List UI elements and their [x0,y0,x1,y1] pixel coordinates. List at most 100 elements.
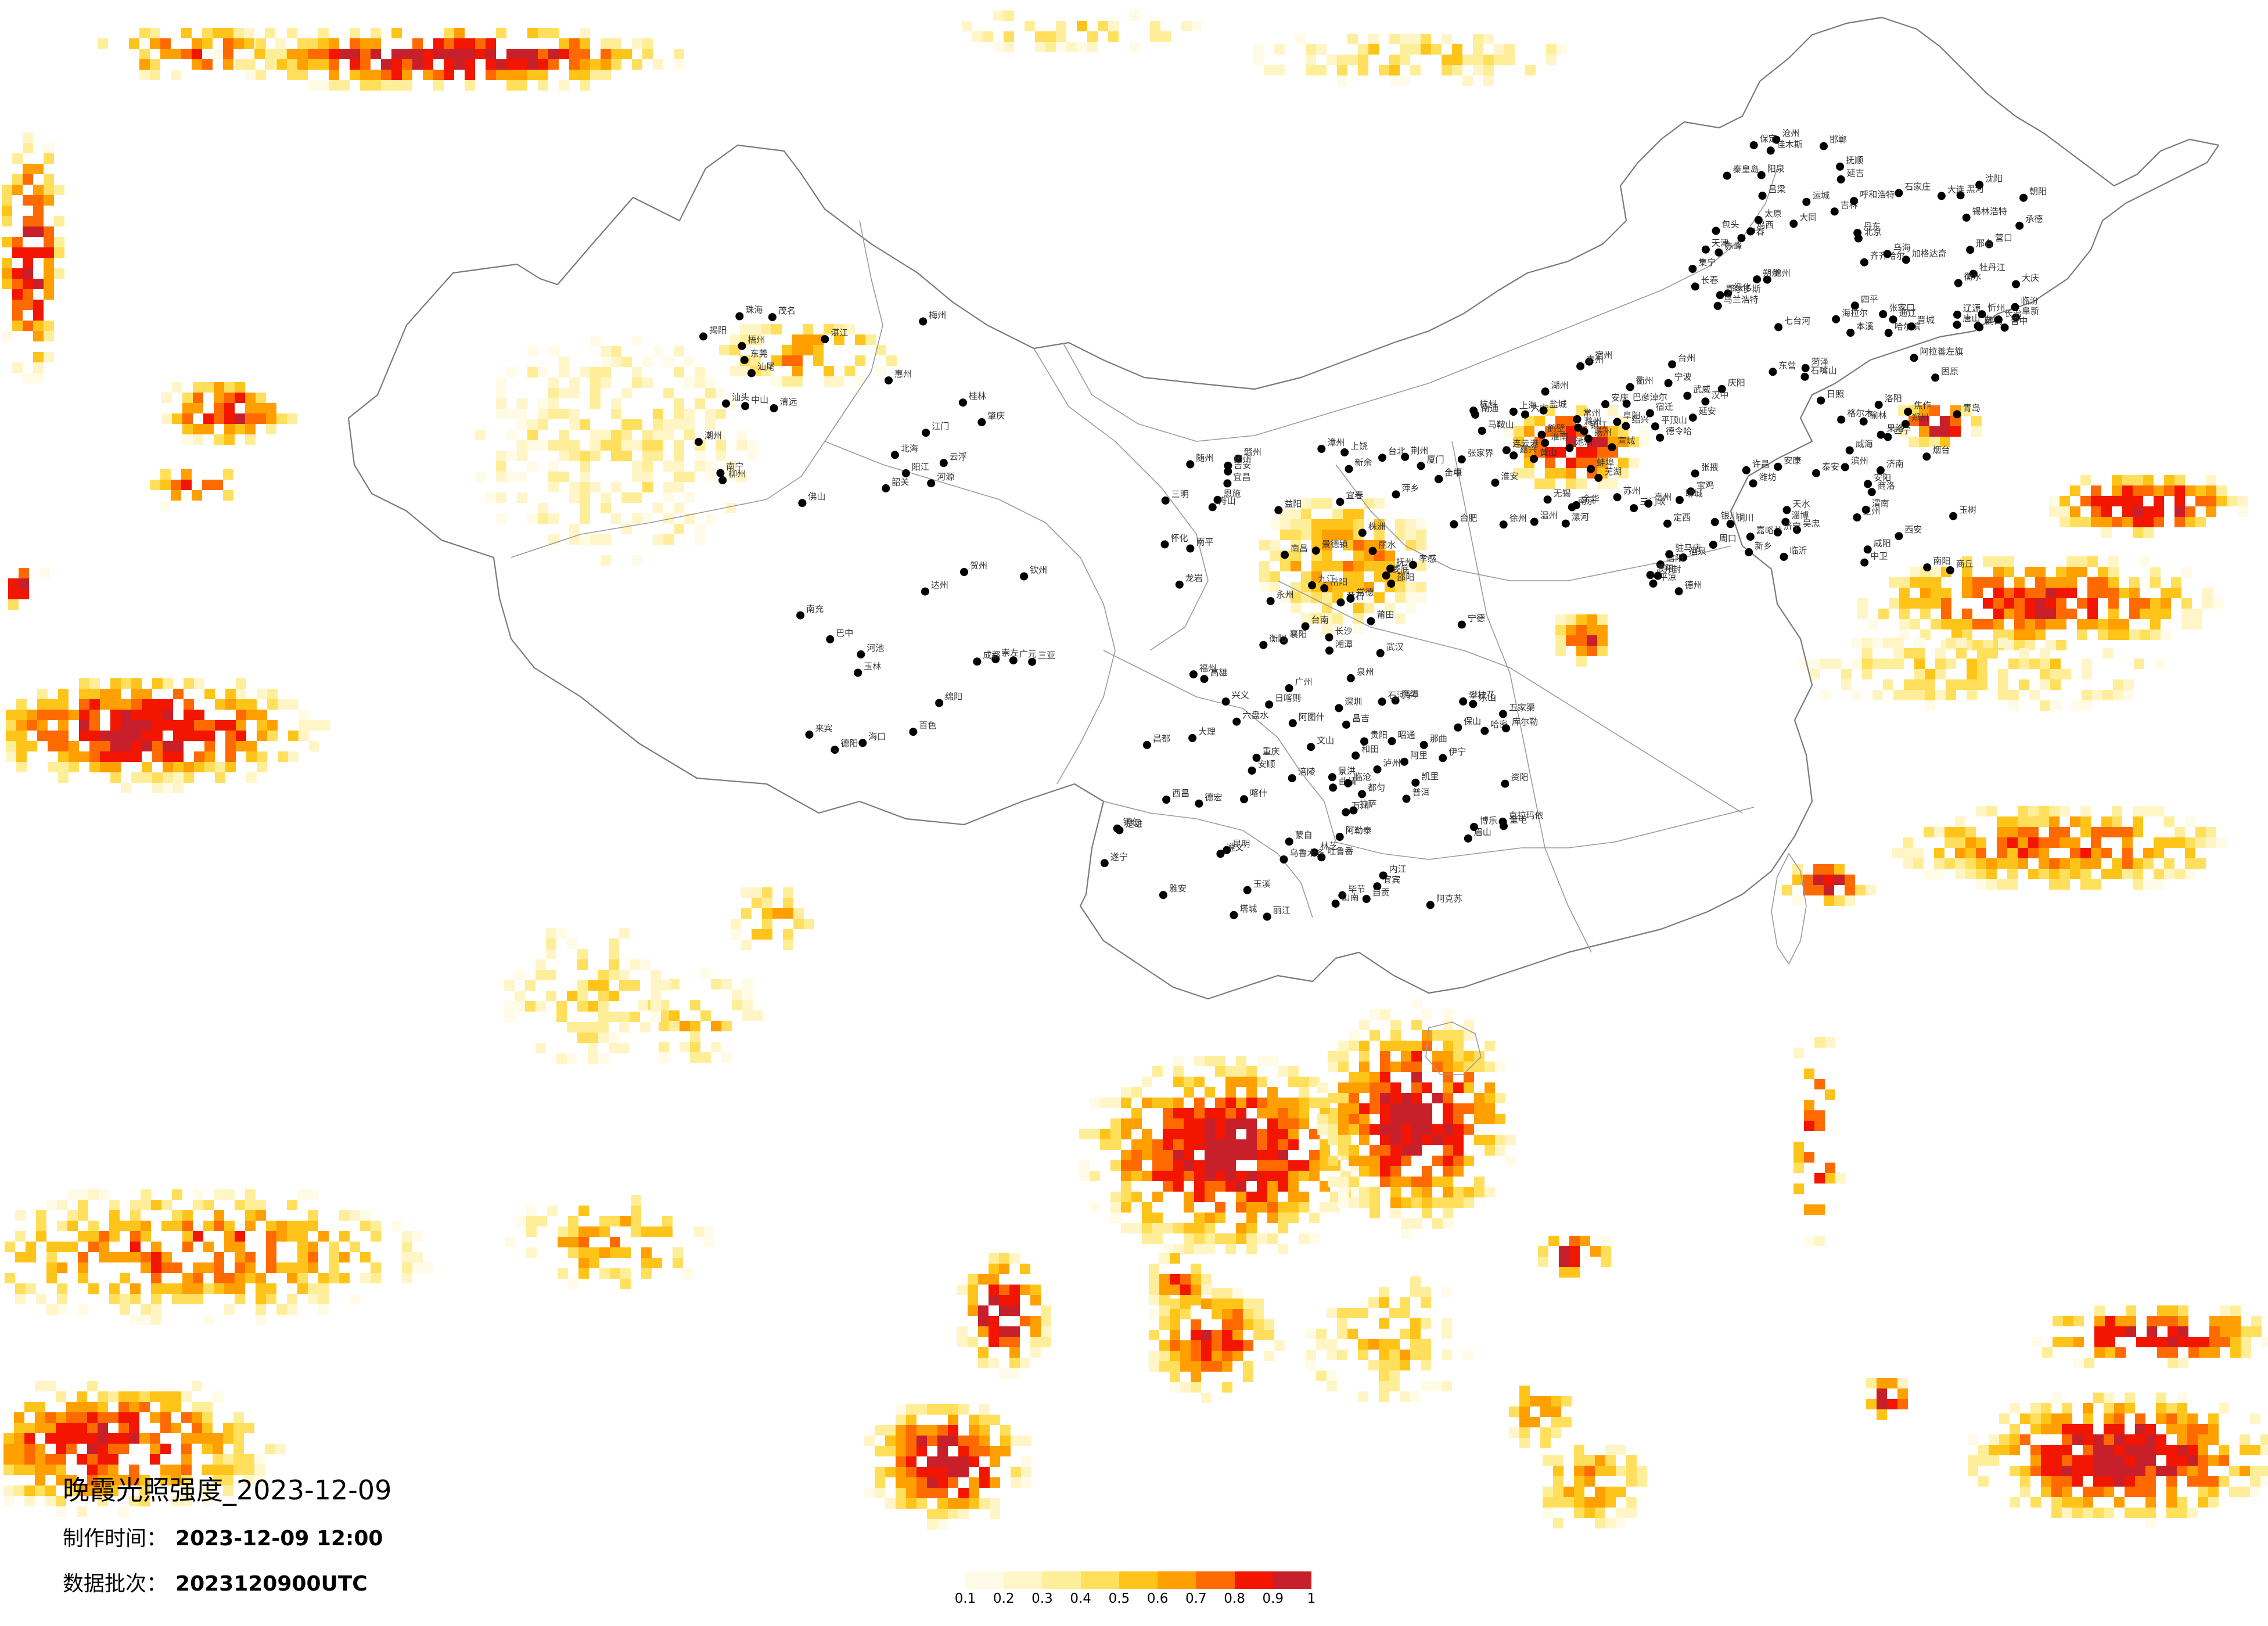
intensity-cell [244,38,254,49]
intensity-cell [1149,1274,1159,1285]
intensity-cell [1077,21,1087,31]
intensity-cell [2018,858,2028,869]
intensity-cell [2080,806,2091,816]
intensity-cell [2104,1424,2114,1434]
intensity-cell [100,762,110,772]
intensity-cell [1597,458,1608,468]
intensity-cell [927,1404,937,1415]
intensity-cell [2195,485,2206,496]
city-marker [1861,505,1870,514]
intensity-cell [288,731,299,741]
intensity-cell [1121,1118,1131,1129]
intensity-cell [2072,1434,2083,1445]
city-label: 榆林 [1870,410,1887,420]
intensity-cell [1965,869,1976,879]
intensity-cell [2129,609,2140,619]
intensity-cell [969,1456,979,1467]
intensity-cell [2108,567,2119,577]
intensity-cell [1236,1139,1246,1150]
city-label: 扬州 [1594,427,1612,437]
intensity-raster-layer [2,10,2268,1530]
intensity-cell [1009,1368,1020,1379]
intensity-cell [14,1433,24,1444]
intensity-cell [214,1262,224,1273]
intensity-cell [1299,1077,1309,1087]
intensity-cell [204,762,215,772]
intensity-cell [33,373,44,383]
intensity-cell [1280,519,1291,530]
intensity-cell [711,1021,721,1031]
intensity-cell [287,28,297,38]
intensity-cell [163,678,173,689]
intensity-cell [2020,1476,2030,1487]
intensity-cell [2070,837,2080,848]
city-label: 揭阳 [709,325,727,335]
city-label: 北海 [901,443,918,454]
intensity-cell [517,492,527,503]
intensity-cell [2093,1476,2104,1487]
intensity-cell [2019,679,2029,690]
city-label: 大连 [1947,184,1965,195]
intensity-cell [527,367,538,377]
intensity-cell [1910,619,1920,629]
intensity-cell [1422,1124,1432,1135]
city-label: 和田 [1361,744,1379,754]
intensity-cell [609,949,619,959]
intensity-cell [1595,1497,1605,1508]
intensity-cell [1149,1295,1159,1305]
intensity-cell [2020,1413,2030,1424]
intensity-cell [1997,848,2007,858]
intensity-cell [2133,879,2143,890]
intensity-cell [2161,598,2171,609]
intensity-cell [1364,498,1374,509]
intensity-cell [968,1274,978,1285]
intensity-cell [223,1433,233,1444]
intensity-cell [1983,556,1993,567]
intensity-cell [1274,65,1285,75]
intensity-cell [2112,806,2122,816]
intensity-cell [1257,1098,1267,1108]
intensity-cell [181,28,192,38]
city-label: 惠州 [894,369,912,379]
intensity-cell [2150,567,2161,577]
city-label: 固原 [1941,366,1958,376]
intensity-cell [1443,1072,1453,1082]
intensity-cell [1569,1246,1580,1257]
intensity-cell [1191,1295,1201,1305]
city-label: 许昌 [1752,459,1770,469]
intensity-cell [506,80,517,91]
intensity-cell [1462,75,1473,86]
intensity-cell [674,59,684,70]
intensity-cell [2035,598,2046,609]
intensity-cell [1317,1114,1328,1124]
legend-tick-label: 0.5 [1108,1591,1130,1606]
intensity-cell [1390,1062,1401,1072]
intensity-cell [256,393,266,403]
intensity-cell [1205,1233,1215,1244]
intensity-cell [1288,1118,1299,1129]
intensity-cell [235,424,245,434]
intensity-cell [1278,1171,1288,1181]
intensity-cell [19,568,29,578]
city-marker [1953,310,1961,319]
intensity-cell [44,174,54,185]
intensity-cell [2178,1326,2188,1337]
intensity-cell [6,710,16,720]
intensity-cell [1184,1244,1194,1254]
intensity-cell [2185,858,2195,869]
intensity-cell [716,409,726,419]
intensity-cell [736,440,747,451]
intensity-cell [2195,517,2206,527]
intensity-cell [1453,1197,1464,1208]
intensity-cell [1368,34,1379,44]
city-label: 佛山 [808,491,825,502]
intensity-cell [193,1283,203,1294]
intensity-cell [906,1446,916,1456]
intensity-cell [2108,556,2119,567]
intensity-cell [182,434,193,445]
city-marker [805,731,814,739]
intensity-cell [1551,1396,1561,1406]
intensity-cell [1934,869,1944,879]
intensity-cell [2126,1326,2136,1337]
intensity-cell [1170,1372,1180,1382]
